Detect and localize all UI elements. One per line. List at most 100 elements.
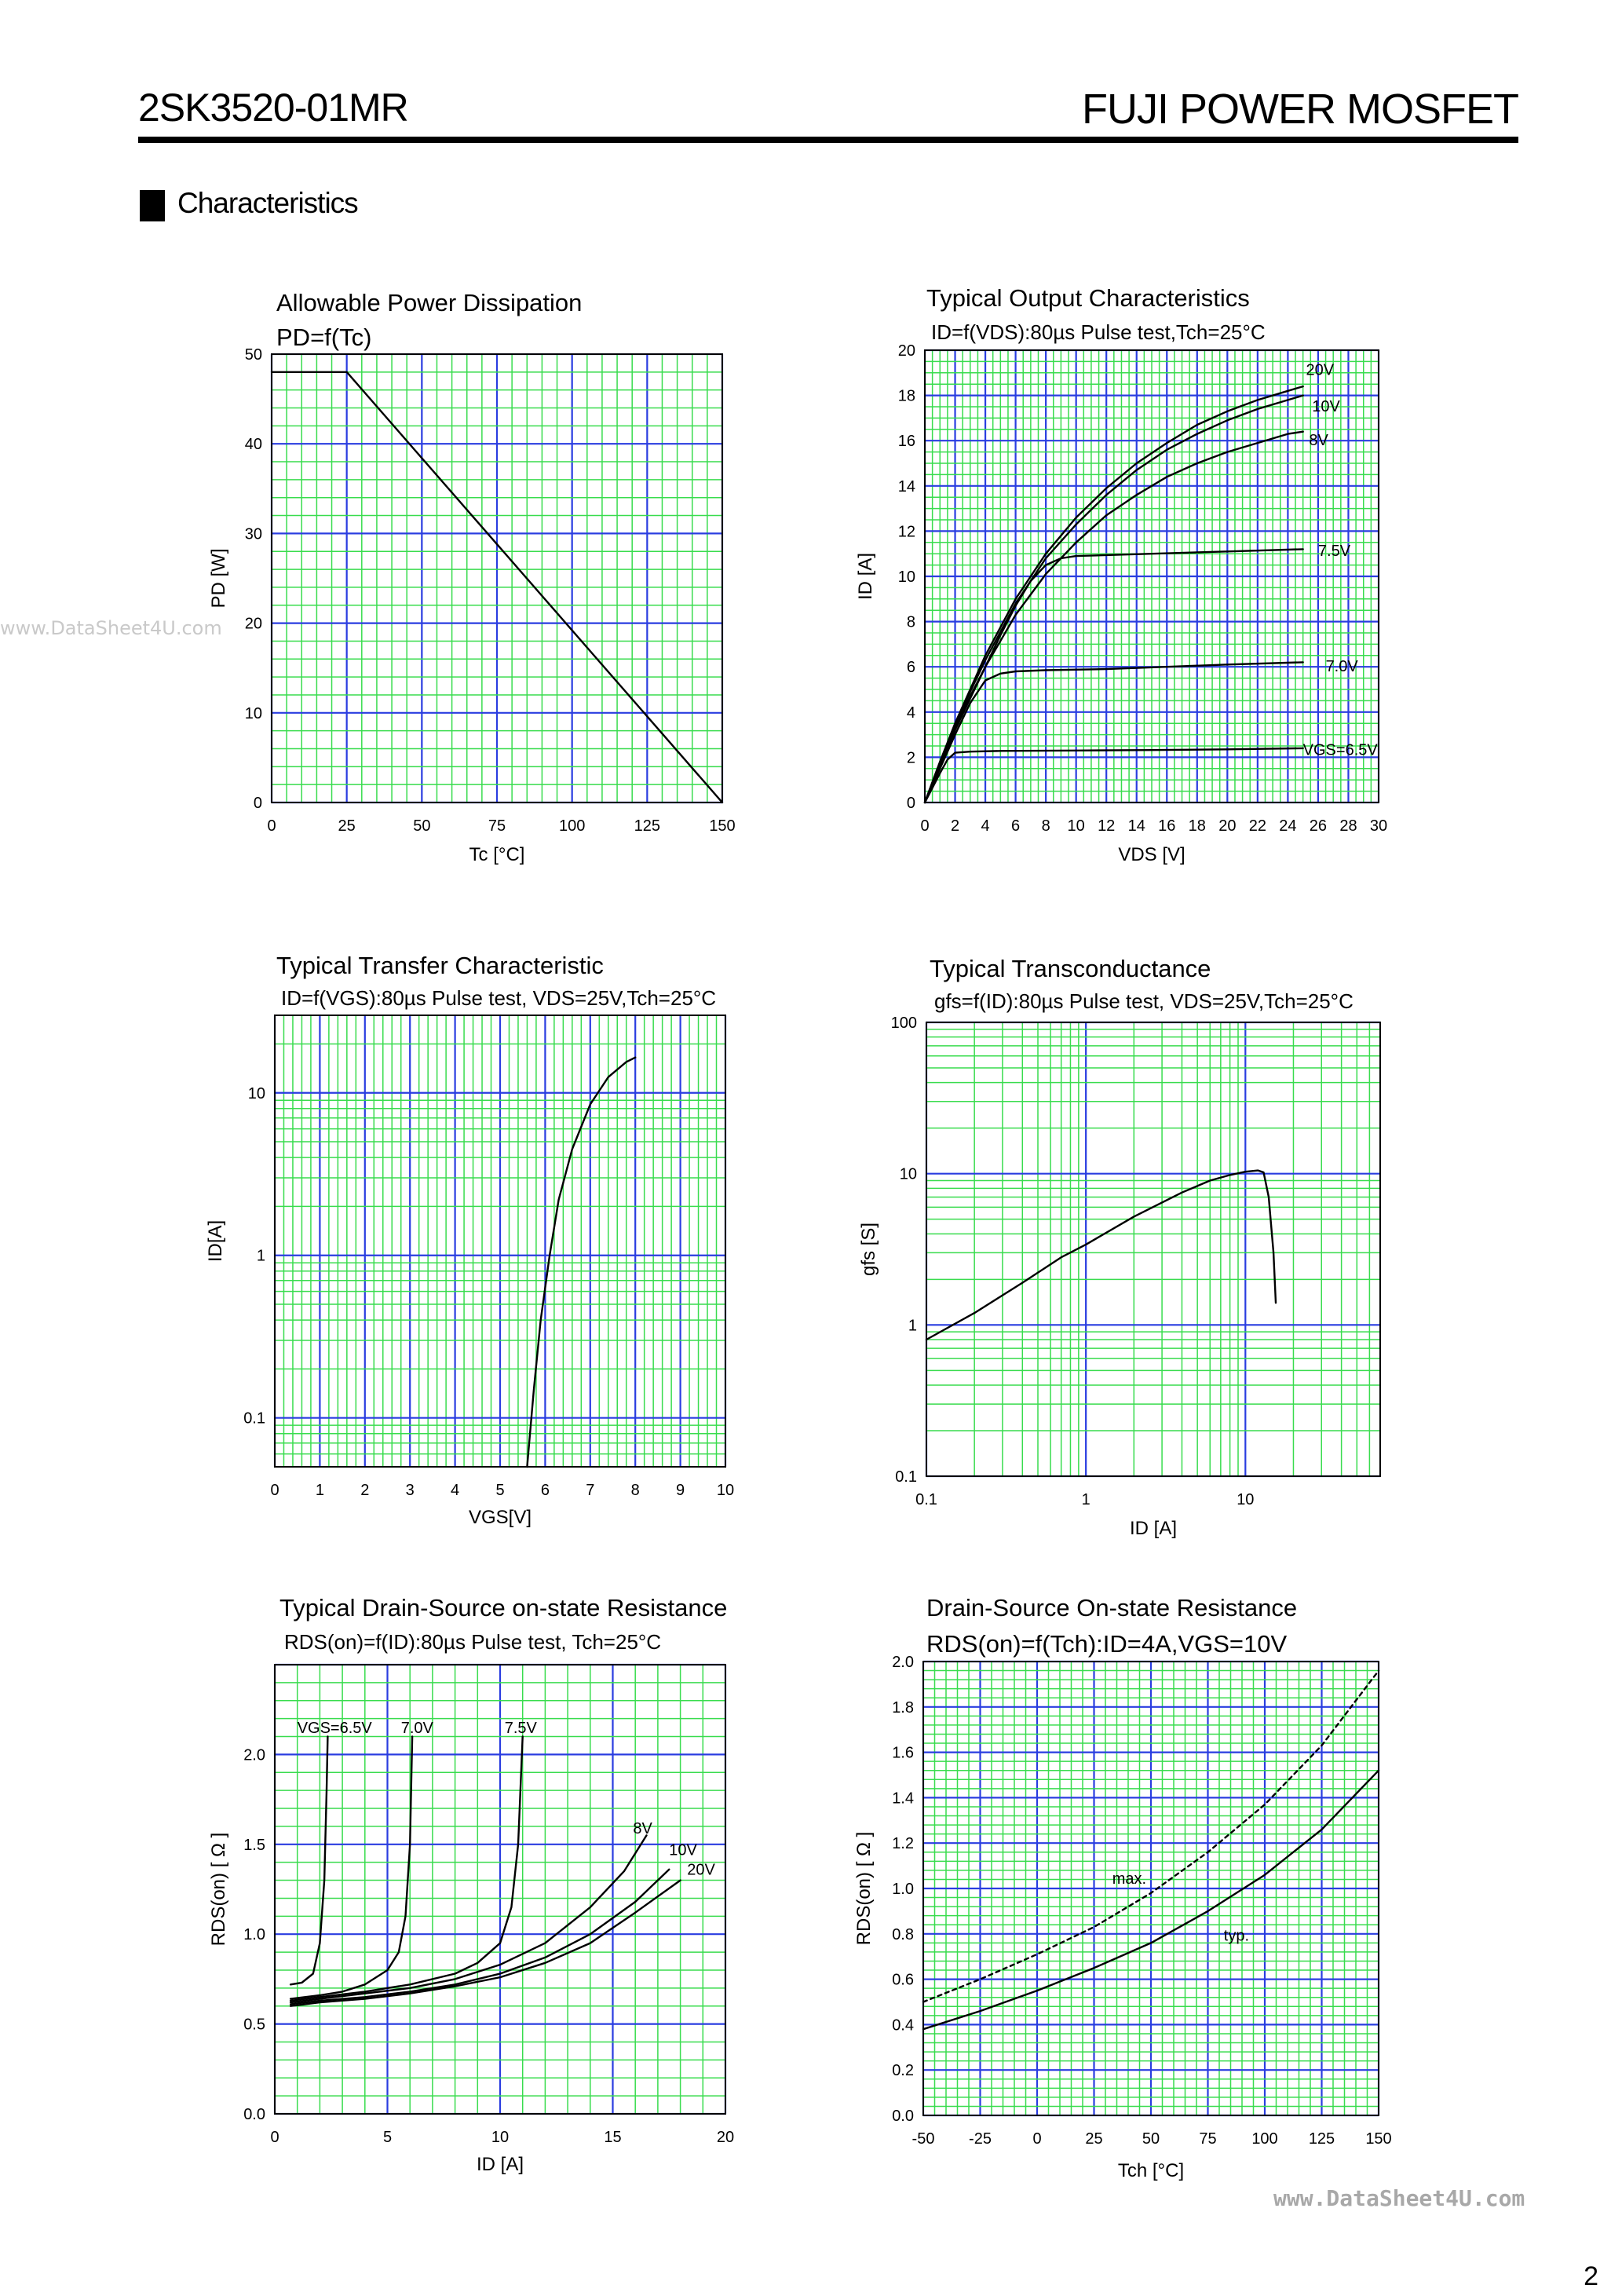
x-axis-label: Tch [°C] <box>1118 2160 1184 2181</box>
x-tick-label: 0.1 <box>915 1491 937 1508</box>
chart-rds_id: 0 5 10 15 20 0.0 0.5 1.0 1.5 2.0 Typical Drain-Sou… <box>208 1594 734 2175</box>
series-line <box>289 1879 681 2007</box>
x-tick-label: 7 <box>586 1482 594 1499</box>
x-tick-label: 25 <box>1085 2130 1102 2148</box>
x-tick-label: 125 <box>1309 2130 1335 2148</box>
y-tick-label: 16 <box>898 433 915 450</box>
plot-frame <box>924 349 1379 803</box>
chart-title: Typical Transconductance <box>930 955 1211 982</box>
x-axis-label: VGS[V] <box>469 1507 532 1528</box>
x-tick-label: 9 <box>676 1482 685 1499</box>
chart-title: Typical Transfer Characteristic <box>276 952 604 979</box>
y-axis-label: ID[A] <box>205 1220 226 1262</box>
y-tick-label: 0.6 <box>892 1972 914 1989</box>
x-tick-label: 8 <box>1042 817 1050 835</box>
x-tick-label: 10 <box>717 1482 734 1499</box>
y-tick-label: 6 <box>907 659 915 676</box>
series-label: 7.5V <box>505 1720 538 1737</box>
chart-output: 0 2 4 6 8 10 12 14 16 18 20 22 24 26 28 300246810121416… <box>855 284 1387 865</box>
series-line <box>923 747 1304 804</box>
x-tick-label: 16 <box>1158 817 1175 835</box>
series-label: 10V <box>1312 398 1340 415</box>
x-tick-label: 125 <box>634 817 660 835</box>
series-line <box>289 1735 414 2000</box>
chart-rds_tch: -50 -25 0 25 50 75 100 125 150 0.0 0.2 0.4 0.6 0.8 1.0… <box>853 1594 1392 2181</box>
x-tick-label: 75 <box>1199 2130 1216 2148</box>
page-number: 2 <box>1584 2261 1598 2291</box>
series-label: 7.5V <box>1318 543 1351 560</box>
x-tick-label: 3 <box>406 1482 415 1499</box>
chart-subtitle: ID=f(VGS):80µs Pulse test, VDS=25V,Tch=2… <box>281 986 716 1010</box>
x-tick-label: 100 <box>559 817 585 835</box>
y-axis-label: PD [W] <box>208 549 229 609</box>
x-tick-label: 24 <box>1279 817 1296 835</box>
x-tick-label: 6 <box>541 1482 550 1499</box>
series-line <box>270 371 724 804</box>
y-tick-label: 0 <box>907 795 915 812</box>
y-tick-label: 12 <box>898 523 915 540</box>
y-axis-label: ID [A] <box>855 553 876 600</box>
x-tick-label: 15 <box>604 2129 621 2146</box>
product-line: FUJI POWER MOSFET <box>1082 86 1519 133</box>
y-tick-label: 0.2 <box>892 2062 914 2079</box>
x-tick-label: 100 <box>1251 2130 1277 2148</box>
chart-title: Typical Drain-Source on-state Resistance <box>279 1594 727 1621</box>
series-label: VGS=6.5V <box>1303 742 1379 759</box>
x-tick-label: 5 <box>383 2129 392 2146</box>
x-tick-label: 25 <box>338 817 356 835</box>
x-tick-label: 150 <box>1365 2130 1391 2148</box>
y-tick-label: 10 <box>898 569 915 586</box>
y-tick-label: 0.4 <box>892 2016 914 2034</box>
y-tick-label: 50 <box>245 346 262 364</box>
series-line <box>925 1169 1277 1341</box>
x-tick-label: 50 <box>413 817 430 835</box>
x-tick-label: 20 <box>717 2129 734 2146</box>
series-label: 8V <box>633 1820 652 1837</box>
y-tick-label: 1.5 <box>243 1837 265 1854</box>
x-tick-label: -25 <box>969 2130 992 2148</box>
x-tick-label: 10 <box>491 2129 509 2146</box>
x-tick-label: 0 <box>270 2129 279 2146</box>
series-label: typ. <box>1224 1927 1249 1944</box>
chart-subtitle: RDS(on)=f(Tch):ID=4A,VGS=10V <box>926 1630 1287 1658</box>
y-tick-label: 0.8 <box>892 1926 914 1943</box>
x-tick-label: 4 <box>981 817 990 835</box>
watermark-bottom: www.DataSheet4U.com <box>1273 2185 1525 2211</box>
x-tick-label: 14 <box>1128 817 1145 835</box>
plot-frame <box>271 353 723 803</box>
chart-subtitle: RDS(on)=f(ID):80µs Pulse test, Tch=25°C <box>284 1630 661 1654</box>
y-tick-label: 4 <box>907 704 915 722</box>
chart-gfs: 0.1 1 10 0.1 1 10 100 Typical Transconductance g… <box>858 955 1381 1539</box>
y-tick-label: 30 <box>245 525 262 543</box>
y-tick-label: 2 <box>907 749 915 766</box>
section-marker <box>140 190 165 221</box>
series-line <box>923 661 1304 804</box>
plot-frame <box>274 1664 726 2115</box>
series-label: 20V <box>687 1862 715 1879</box>
x-tick-label: 2 <box>951 817 959 835</box>
y-tick-label: 0.1 <box>895 1468 917 1486</box>
y-tick-label: 10 <box>248 1085 265 1102</box>
x-tick-label: 4 <box>451 1482 459 1499</box>
y-tick-label: 40 <box>245 436 262 453</box>
y-tick-label: 8 <box>907 614 915 631</box>
chart-title: Typical Output Characteristics <box>926 284 1250 312</box>
y-tick-label: 100 <box>891 1015 917 1032</box>
y-tick-label: 1.4 <box>892 1790 914 1807</box>
y-tick-label: 0 <box>254 795 262 812</box>
x-tick-label: 20 <box>1218 817 1236 835</box>
series-line <box>289 1735 329 1986</box>
x-tick-label: 10 <box>1237 1491 1254 1508</box>
y-tick-label: 1.8 <box>892 1699 914 1717</box>
y-tick-label: 0.5 <box>243 2016 265 2034</box>
series-label: 7.0V <box>401 1720 434 1737</box>
chart-subtitle: gfs=f(ID):80µs Pulse test, VDS=25V,Tch=2… <box>934 989 1353 1013</box>
series-line <box>289 1868 670 2005</box>
x-tick-label: 5 <box>495 1482 504 1499</box>
x-tick-label: 10 <box>1068 817 1085 835</box>
x-axis-label: Tc [°C] <box>469 844 525 865</box>
x-tick-label: 50 <box>1142 2130 1160 2148</box>
series-line <box>923 430 1304 804</box>
y-axis-label: RDS(on) [ Ω ] <box>853 1832 875 1946</box>
